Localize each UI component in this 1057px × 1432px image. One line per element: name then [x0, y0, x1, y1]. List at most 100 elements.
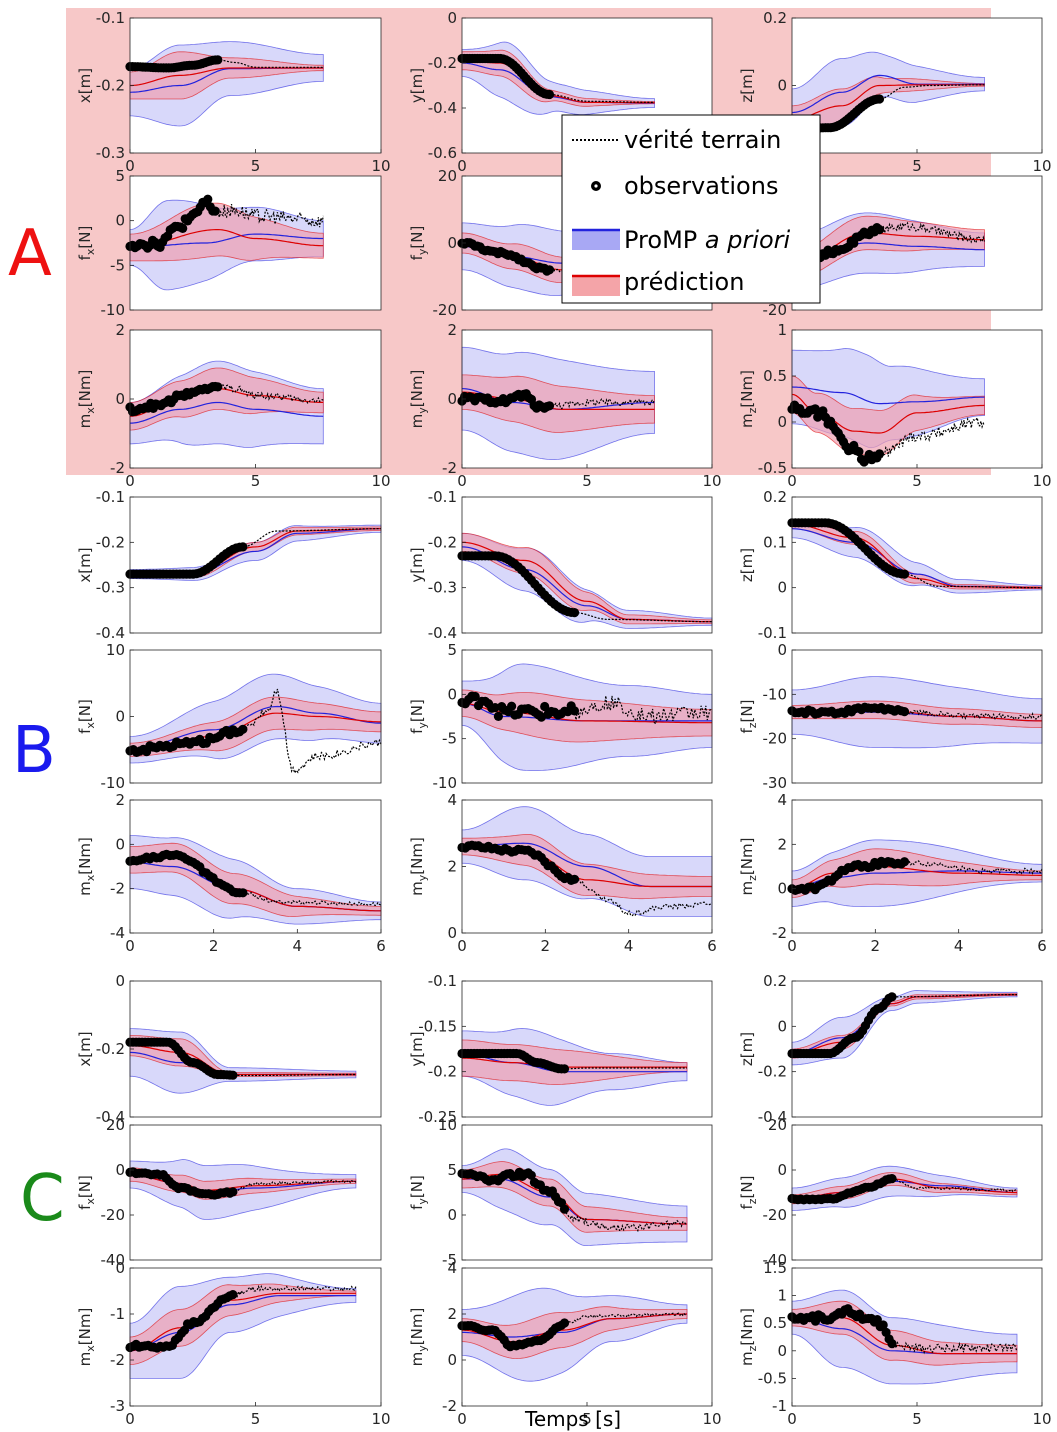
y-tick-label: -5 [110, 256, 125, 274]
axes-box [791, 980, 1043, 1118]
y-tick-label: -0.2 [428, 54, 457, 72]
group-label-b: B [12, 714, 56, 788]
y-axis-label-unit: [Nm] [76, 837, 94, 875]
y-tick-label: 0 [115, 390, 125, 408]
legend: vérité terrain observations ProMP a prio… [561, 114, 821, 304]
y-axis-label-unit: [Nm] [408, 1308, 426, 1346]
y-tick-label: 0 [447, 390, 457, 408]
y-tick-label: -20 [763, 301, 788, 319]
y-tick-label: -0.2 [428, 1063, 457, 1081]
y-tick-label: 2 [447, 1305, 457, 1323]
y-tick-label: 0 [447, 9, 457, 27]
y-tick-label: -10 [101, 774, 126, 792]
y-axis-label: my[Nm] [408, 370, 429, 429]
prior-mean-line [791, 74, 985, 114]
y-tick-label: 0.2 [763, 972, 787, 990]
y-tick-label: 2 [447, 858, 457, 876]
y-tick-label: -10 [763, 685, 788, 703]
axes-box [129, 799, 382, 934]
y-axis-label-unit: [Nm] [76, 1308, 94, 1346]
subplot-a-4: -10 -5 0 5 fx[N] [76, 167, 382, 319]
x-tick-label: 0 [125, 472, 135, 490]
y-tick-label: -40 [763, 1251, 788, 1269]
y-tick-label: -0.1 [758, 624, 787, 642]
y-tick-label: 0 [115, 972, 125, 990]
subplot-c-7: -3 -2 -1 0 0 5 10 mx[Nm] [76, 1259, 391, 1428]
x-tick-label: 0 [125, 157, 135, 175]
y-tick-label: -0.4 [96, 624, 125, 642]
y-tick-label: -20 [763, 1206, 788, 1224]
y-axis-label-unit: [N] [408, 699, 426, 722]
y-axis-label-base: f [76, 1204, 94, 1210]
y-tick-label: -10 [101, 301, 126, 319]
y-axis-label-subscript: y [416, 1345, 429, 1352]
y-tick-label: -10 [433, 774, 458, 792]
subplots: -0.3-0.2-0.10510x[m]-0.6-0.4-0.200510y[m… [76, 9, 1052, 1428]
y-tick-label: 4 [777, 791, 787, 809]
x-tick-label: 4 [954, 937, 964, 955]
y-tick-label: -0.4 [428, 624, 457, 642]
y-tick-label: 0 [447, 1351, 457, 1369]
y-tick-label: -20 [101, 1206, 126, 1224]
y-tick-label: 10 [438, 1116, 457, 1134]
y-axis-label: fz[N] [738, 700, 759, 734]
ground-truth-line [792, 1177, 1018, 1200]
y-tick-label: -2 [442, 459, 457, 477]
y-tick-label: -0.3 [96, 579, 125, 597]
y-tick-label: 4 [447, 1259, 457, 1277]
y-tick-label: 0 [115, 1161, 125, 1179]
y-tick-label: -0.5 [758, 459, 787, 477]
subplot-c-6: -40 -20 0 20 fz[N] [738, 1116, 1043, 1269]
observation-point [507, 701, 517, 711]
y-tick-label: 0.2 [763, 9, 787, 27]
observation-point [540, 701, 550, 712]
y-axis-label-base: m [76, 1352, 94, 1367]
y-tick-label: 0 [777, 880, 787, 898]
y-tick-label: -20 [763, 730, 788, 748]
observation-point [874, 449, 885, 459]
observation-point [899, 707, 910, 717]
observation-points [457, 53, 555, 100]
prediction-mean-line [129, 1292, 356, 1352]
observation-point [854, 447, 864, 457]
observation-point [228, 1070, 238, 1080]
y-tick-label: 2 [115, 791, 125, 809]
subplot-b-5: -10 -5 0 5 fy[N] [408, 641, 713, 792]
x-tick-label: 2 [871, 937, 881, 955]
y-axis-label: z[m] [738, 1032, 756, 1066]
y-tick-label: 0.2 [763, 488, 787, 506]
subplot-b-8: 0 2 4 0 2 4 6 my[Nm] [408, 791, 717, 955]
observation-point [544, 89, 555, 100]
x-tick-label: 2 [541, 937, 551, 955]
observation-points [457, 691, 580, 722]
y-axis-label-base: m [76, 414, 94, 429]
x-tick-label: 5 [582, 472, 592, 490]
y-axis-label-subscript: x [84, 1345, 97, 1352]
x-tick-label: 5 [251, 1410, 261, 1428]
x-tick-label: 5 [251, 157, 261, 175]
observation-points [125, 1290, 238, 1353]
y-tick-label: 0 [447, 1206, 457, 1224]
observation-point [470, 691, 480, 702]
y-axis-label-subscript: y [416, 722, 429, 729]
legend-truth-label: vérité terrain [624, 126, 781, 154]
prediction-band [129, 202, 324, 262]
y-axis-label-base: m [76, 881, 94, 896]
observation-points [125, 849, 248, 898]
ground-truth-line [461, 845, 713, 917]
subplot-c-2: -0.25 -0.2 -0.15 -0.1 y[m] [408, 972, 713, 1126]
observation-point [559, 1318, 570, 1328]
y-tick-label: -0.1 [96, 488, 125, 506]
axes-box [791, 496, 1043, 634]
x-tick-label: 10 [371, 157, 390, 175]
y-tick-label: 20 [106, 1116, 125, 1134]
subplot-b-4: -10 0 10 fx[N] [76, 641, 382, 792]
y-tick-label: -0.1 [428, 488, 457, 506]
y-axis-label: x[m] [76, 68, 94, 103]
y-axis-label: fy[N] [408, 226, 429, 261]
y-axis-label-base: f [76, 728, 94, 734]
y-tick-label: -30 [763, 774, 788, 792]
y-tick-label: -3 [110, 1397, 125, 1415]
observation-point [874, 225, 885, 235]
